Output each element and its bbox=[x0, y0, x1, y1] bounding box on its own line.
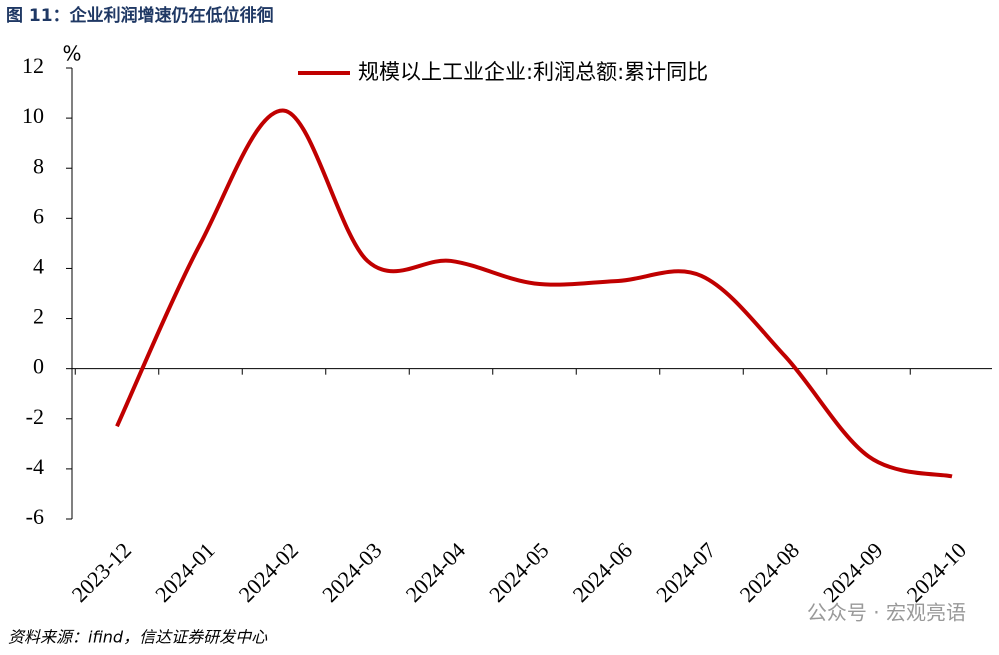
x-tick-label: 2024-02 bbox=[234, 537, 304, 607]
y-tick-label: 8 bbox=[33, 153, 44, 178]
x-tick-label: 2024-07 bbox=[651, 537, 721, 607]
chart-title: 图 11：企业利润增速仍在低位徘徊 bbox=[6, 5, 274, 26]
y-axis-label: % bbox=[62, 42, 81, 66]
x-tick-label: 2024-10 bbox=[902, 537, 972, 607]
x-tick-label: 2024-09 bbox=[818, 537, 888, 607]
legend-label: 规模以上工业企业:利润总额:累计同比 bbox=[358, 60, 708, 84]
y-tick-label: 10 bbox=[22, 103, 44, 128]
x-tick-label: 2024-03 bbox=[317, 537, 387, 607]
source: 资料来源：ifind，信达证券研发中心 bbox=[8, 628, 268, 647]
x-tick-label: 2024-04 bbox=[401, 537, 471, 607]
y-tick-label: 12 bbox=[22, 53, 44, 78]
y-tick-label: -6 bbox=[26, 504, 44, 529]
x-tick-label: 2024-05 bbox=[484, 537, 554, 607]
x-tick-label: 2023-12 bbox=[67, 537, 137, 607]
y-tick-label: 4 bbox=[33, 253, 44, 278]
x-tick-label: 2024-01 bbox=[150, 537, 220, 607]
y-tick-label: 2 bbox=[33, 304, 44, 329]
y-tick-label: 0 bbox=[33, 354, 44, 379]
y-tick-label: 6 bbox=[33, 203, 44, 228]
series-line bbox=[115, 108, 953, 479]
watermark: 公众号 · 宏观亮语 bbox=[807, 601, 966, 625]
x-tick-label: 2024-08 bbox=[735, 537, 805, 607]
y-tick-label: -2 bbox=[26, 404, 44, 429]
x-tick-label: 2024-06 bbox=[568, 537, 638, 607]
y-tick-label: -4 bbox=[26, 454, 44, 479]
